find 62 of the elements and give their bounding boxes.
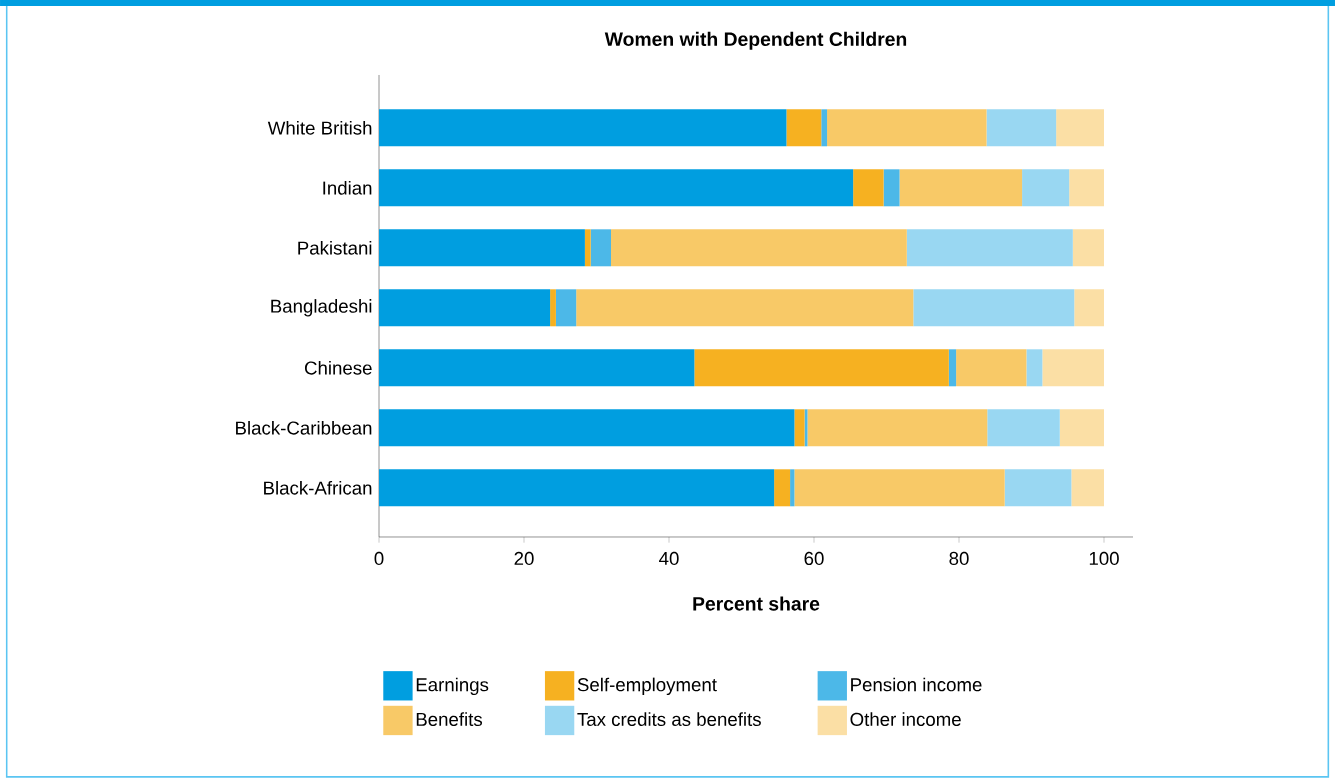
- legend-label: Other income: [850, 712, 961, 727]
- bar: [794, 469, 1005, 507]
- bar: [1056, 109, 1104, 147]
- legend-label: Tax credits as benefits: [577, 712, 761, 727]
- y-tick-label: Black-Caribbean: [236, 420, 372, 435]
- bar: [576, 289, 914, 327]
- y-tick-label: White British: [267, 120, 372, 135]
- x-tick-label: 80: [949, 551, 969, 566]
- y-tick-label: Pakistani: [298, 240, 372, 255]
- y-tick-label: Black-African: [264, 480, 372, 495]
- x-tick-label: 40: [659, 551, 679, 566]
- bar: [379, 409, 795, 447]
- bar: [786, 109, 822, 147]
- bar: [986, 109, 1057, 147]
- bar: [1022, 169, 1070, 207]
- legend-label: Benefits: [416, 712, 483, 727]
- legend-label: Pension income: [851, 677, 982, 692]
- y-tick-label: Bangladeshi: [271, 299, 372, 317]
- bar: [827, 109, 987, 147]
- bar: [883, 169, 900, 207]
- bar: [853, 169, 884, 207]
- bar: [379, 229, 585, 267]
- bar: [379, 349, 695, 387]
- bar: [379, 469, 775, 507]
- chart-title: Women with Dependent Children: [604, 31, 907, 50]
- bar: [1071, 469, 1104, 507]
- bar: [807, 409, 988, 447]
- x-tick-label: 100: [1089, 551, 1119, 566]
- bar: [1072, 229, 1104, 267]
- bar: [694, 349, 949, 387]
- y-tick-label: Indian: [323, 180, 372, 195]
- bar: [913, 289, 1075, 327]
- bar: [611, 229, 907, 267]
- bar: [794, 409, 805, 447]
- bar: [1059, 409, 1104, 447]
- x-tick-label: 0: [374, 551, 384, 566]
- bar: [906, 229, 1073, 267]
- x-axis-title: Percent share: [693, 596, 820, 611]
- bar: [1069, 169, 1104, 207]
- bar: [555, 289, 577, 327]
- y-tick-label: Chinese: [304, 360, 372, 375]
- bar: [590, 229, 612, 267]
- bar: [379, 289, 551, 327]
- bar: [550, 289, 556, 327]
- bar: [774, 469, 791, 507]
- legend-label: Self-employment: [577, 677, 717, 696]
- x-tick-label: 20: [514, 551, 534, 566]
- bar: [956, 349, 1027, 387]
- bar: [1074, 289, 1104, 327]
- bar: [948, 349, 957, 387]
- bar: [379, 109, 787, 147]
- bar: [1004, 469, 1072, 507]
- bar: [1042, 349, 1104, 387]
- legend-label: Earnings: [416, 677, 489, 696]
- bar: [790, 469, 795, 507]
- x-tick-label: 60: [804, 551, 824, 566]
- bar: [987, 409, 1060, 447]
- bar: [821, 109, 828, 147]
- bar: [899, 169, 1023, 207]
- bar: [379, 169, 854, 207]
- bar: [1026, 349, 1043, 387]
- bar: [584, 229, 591, 267]
